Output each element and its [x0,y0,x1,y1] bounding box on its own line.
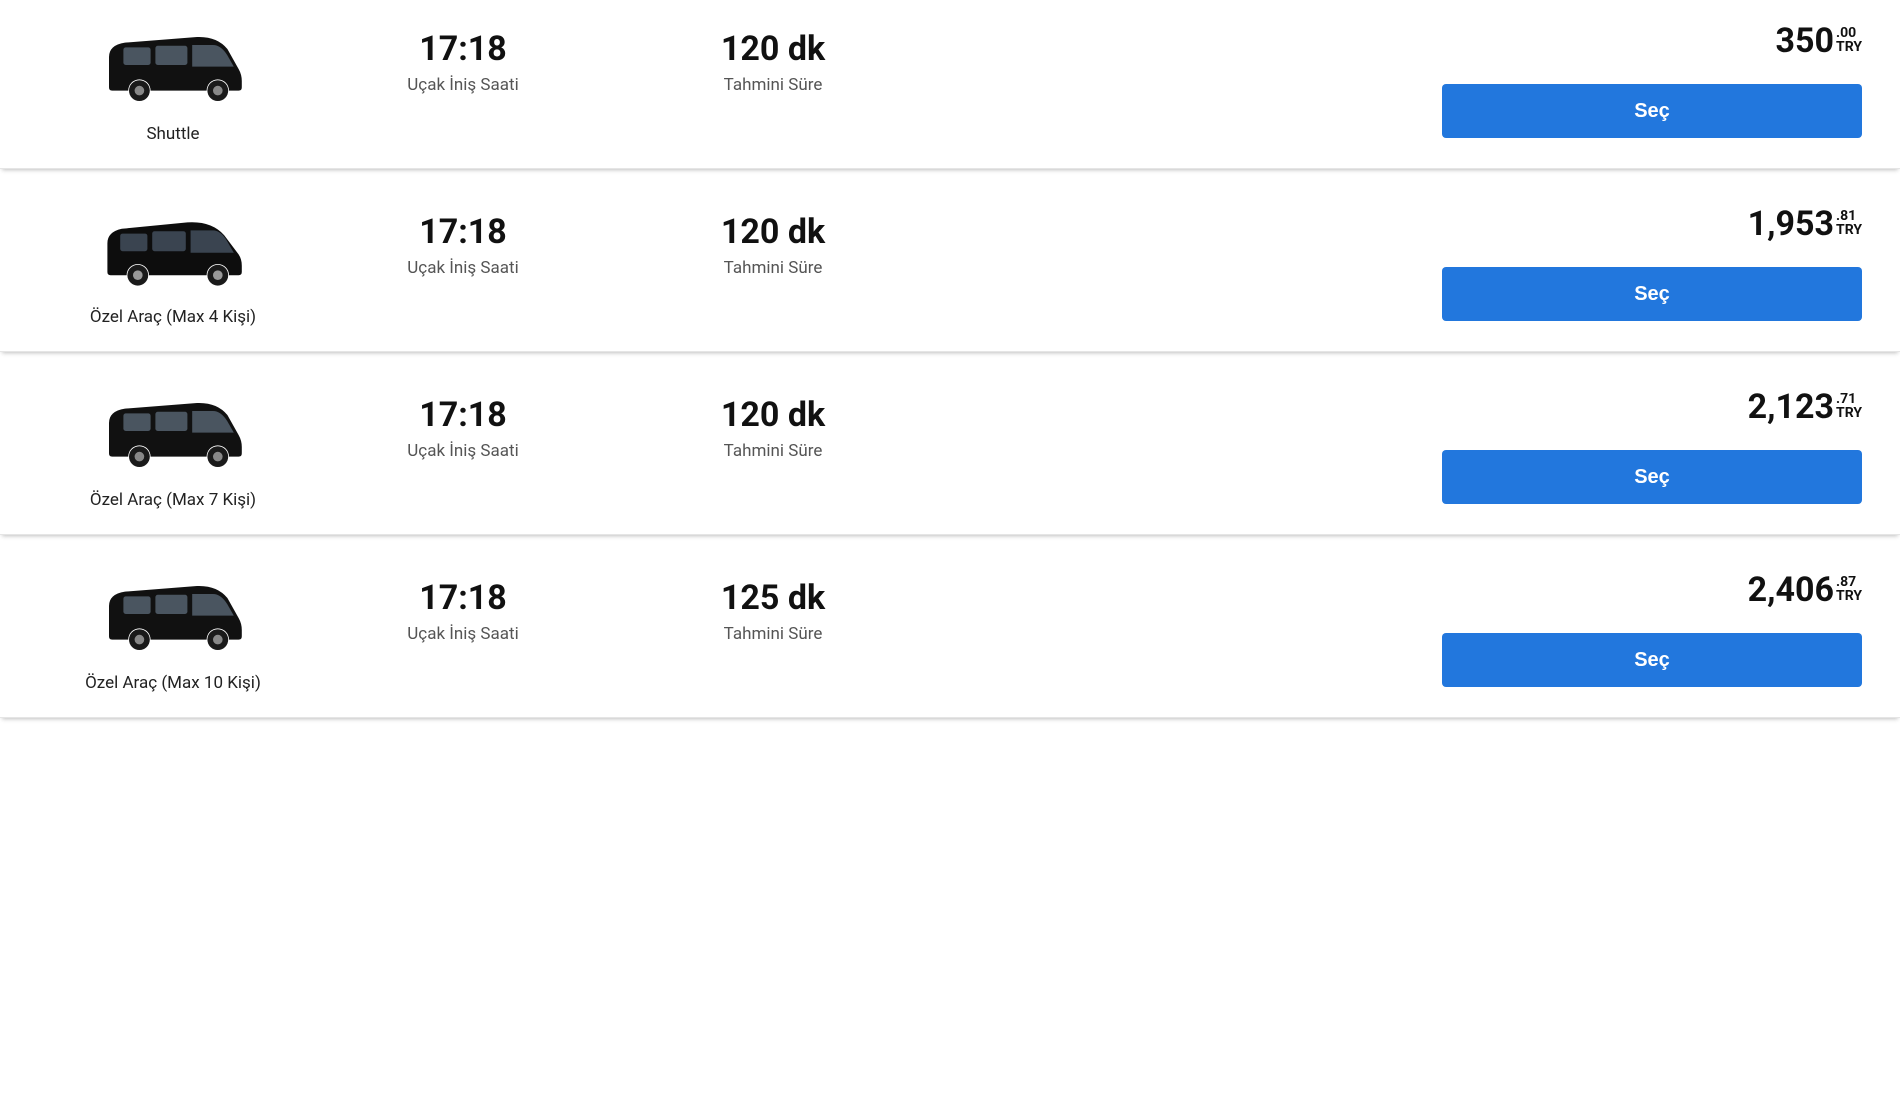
action-column: 2,406 87 TRY Seç [1442,573,1862,687]
vehicle-image [93,390,253,480]
price-cents: 00 [1836,26,1856,40]
price-side: 87 TRY [1836,573,1862,603]
transfer-option-card: Özel Araç (Max 4 Kişi) 17:18 Uçak İniş S… [0,183,1900,352]
transfer-option-card: Özel Araç (Max 7 Kişi) 17:18 Uçak İniş S… [0,366,1900,535]
landing-time-label: Uçak İniş Saati [308,624,618,644]
vehicle-column: Özel Araç (Max 7 Kişi) [38,390,308,510]
price-cents: 87 [1836,575,1856,589]
landing-time-value: 17:18 [308,213,618,252]
duration-value: 125 dk [618,579,928,618]
van-icon [93,24,253,114]
duration-label: Tahmini Süre [618,624,928,644]
landing-time-label: Uçak İniş Saati [308,75,618,95]
duration-column: 120 dk Tahmini Süre [618,390,928,461]
price-currency: TRY [1836,223,1862,237]
duration-value: 120 dk [618,396,928,435]
action-column: 350 00 TRY Seç [1442,24,1862,138]
vehicle-name: Özel Araç (Max 7 Kişi) [90,490,256,510]
price-side: 00 TRY [1836,24,1862,54]
price-currency: TRY [1836,40,1862,54]
price-main: 2,123 [1748,390,1834,424]
price-main: 350 [1775,24,1834,58]
price-currency: TRY [1836,406,1862,420]
vehicle-name: Özel Araç (Max 10 Kişi) [85,673,261,693]
price: 350 00 TRY [1775,24,1862,58]
select-button[interactable]: Seç [1442,450,1862,504]
price-cents: 71 [1836,392,1856,406]
time-column: 17:18 Uçak İniş Saati [308,207,618,278]
price-side: 81 TRY [1836,207,1862,237]
price: 2,406 87 TRY [1748,573,1862,607]
duration-value: 120 dk [618,213,928,252]
landing-time-value: 17:18 [308,579,618,618]
time-column: 17:18 Uçak İniş Saati [308,24,618,95]
landing-time-label: Uçak İniş Saati [308,258,618,278]
action-column: 2,123 71 TRY Seç [1442,390,1862,504]
select-button[interactable]: Seç [1442,267,1862,321]
landing-time-value: 17:18 [308,30,618,69]
transfer-option-card: Özel Araç (Max 10 Kişi) 17:18 Uçak İniş … [0,549,1900,718]
vehicle-image [93,207,253,297]
vehicle-image [93,573,253,663]
landing-time-label: Uçak İniş Saati [308,441,618,461]
price-currency: TRY [1836,589,1862,603]
select-button[interactable]: Seç [1442,84,1862,138]
price: 2,123 71 TRY [1748,390,1862,424]
vehicle-column: Shuttle [38,24,308,144]
duration-column: 120 dk Tahmini Süre [618,24,928,95]
action-column: 1,953 81 TRY Seç [1442,207,1862,321]
price-side: 71 TRY [1836,390,1862,420]
duration-column: 125 dk Tahmini Süre [618,573,928,644]
price-main: 1,953 [1748,207,1834,241]
vehicle-name: Özel Araç (Max 4 Kişi) [90,307,256,327]
time-column: 17:18 Uçak İniş Saati [308,390,618,461]
duration-label: Tahmini Süre [618,258,928,278]
duration-value: 120 dk [618,30,928,69]
select-button[interactable]: Seç [1442,633,1862,687]
duration-label: Tahmini Süre [618,441,928,461]
vehicle-column: Özel Araç (Max 10 Kişi) [38,573,308,693]
transfer-options-list: Shuttle 17:18 Uçak İniş Saati 120 dk Tah… [0,0,1900,718]
duration-column: 120 dk Tahmini Süre [618,207,928,278]
vehicle-name: Shuttle [146,124,199,144]
van-icon [93,207,253,297]
price-main: 2,406 [1748,573,1834,607]
duration-label: Tahmini Süre [618,75,928,95]
landing-time-value: 17:18 [308,396,618,435]
vehicle-image [93,24,253,114]
vehicle-column: Özel Araç (Max 4 Kişi) [38,207,308,327]
van-icon [93,390,253,480]
price: 1,953 81 TRY [1748,207,1862,241]
price-cents: 81 [1836,209,1856,223]
van-icon [93,573,253,663]
transfer-option-card: Shuttle 17:18 Uçak İniş Saati 120 dk Tah… [0,0,1900,169]
time-column: 17:18 Uçak İniş Saati [308,573,618,644]
